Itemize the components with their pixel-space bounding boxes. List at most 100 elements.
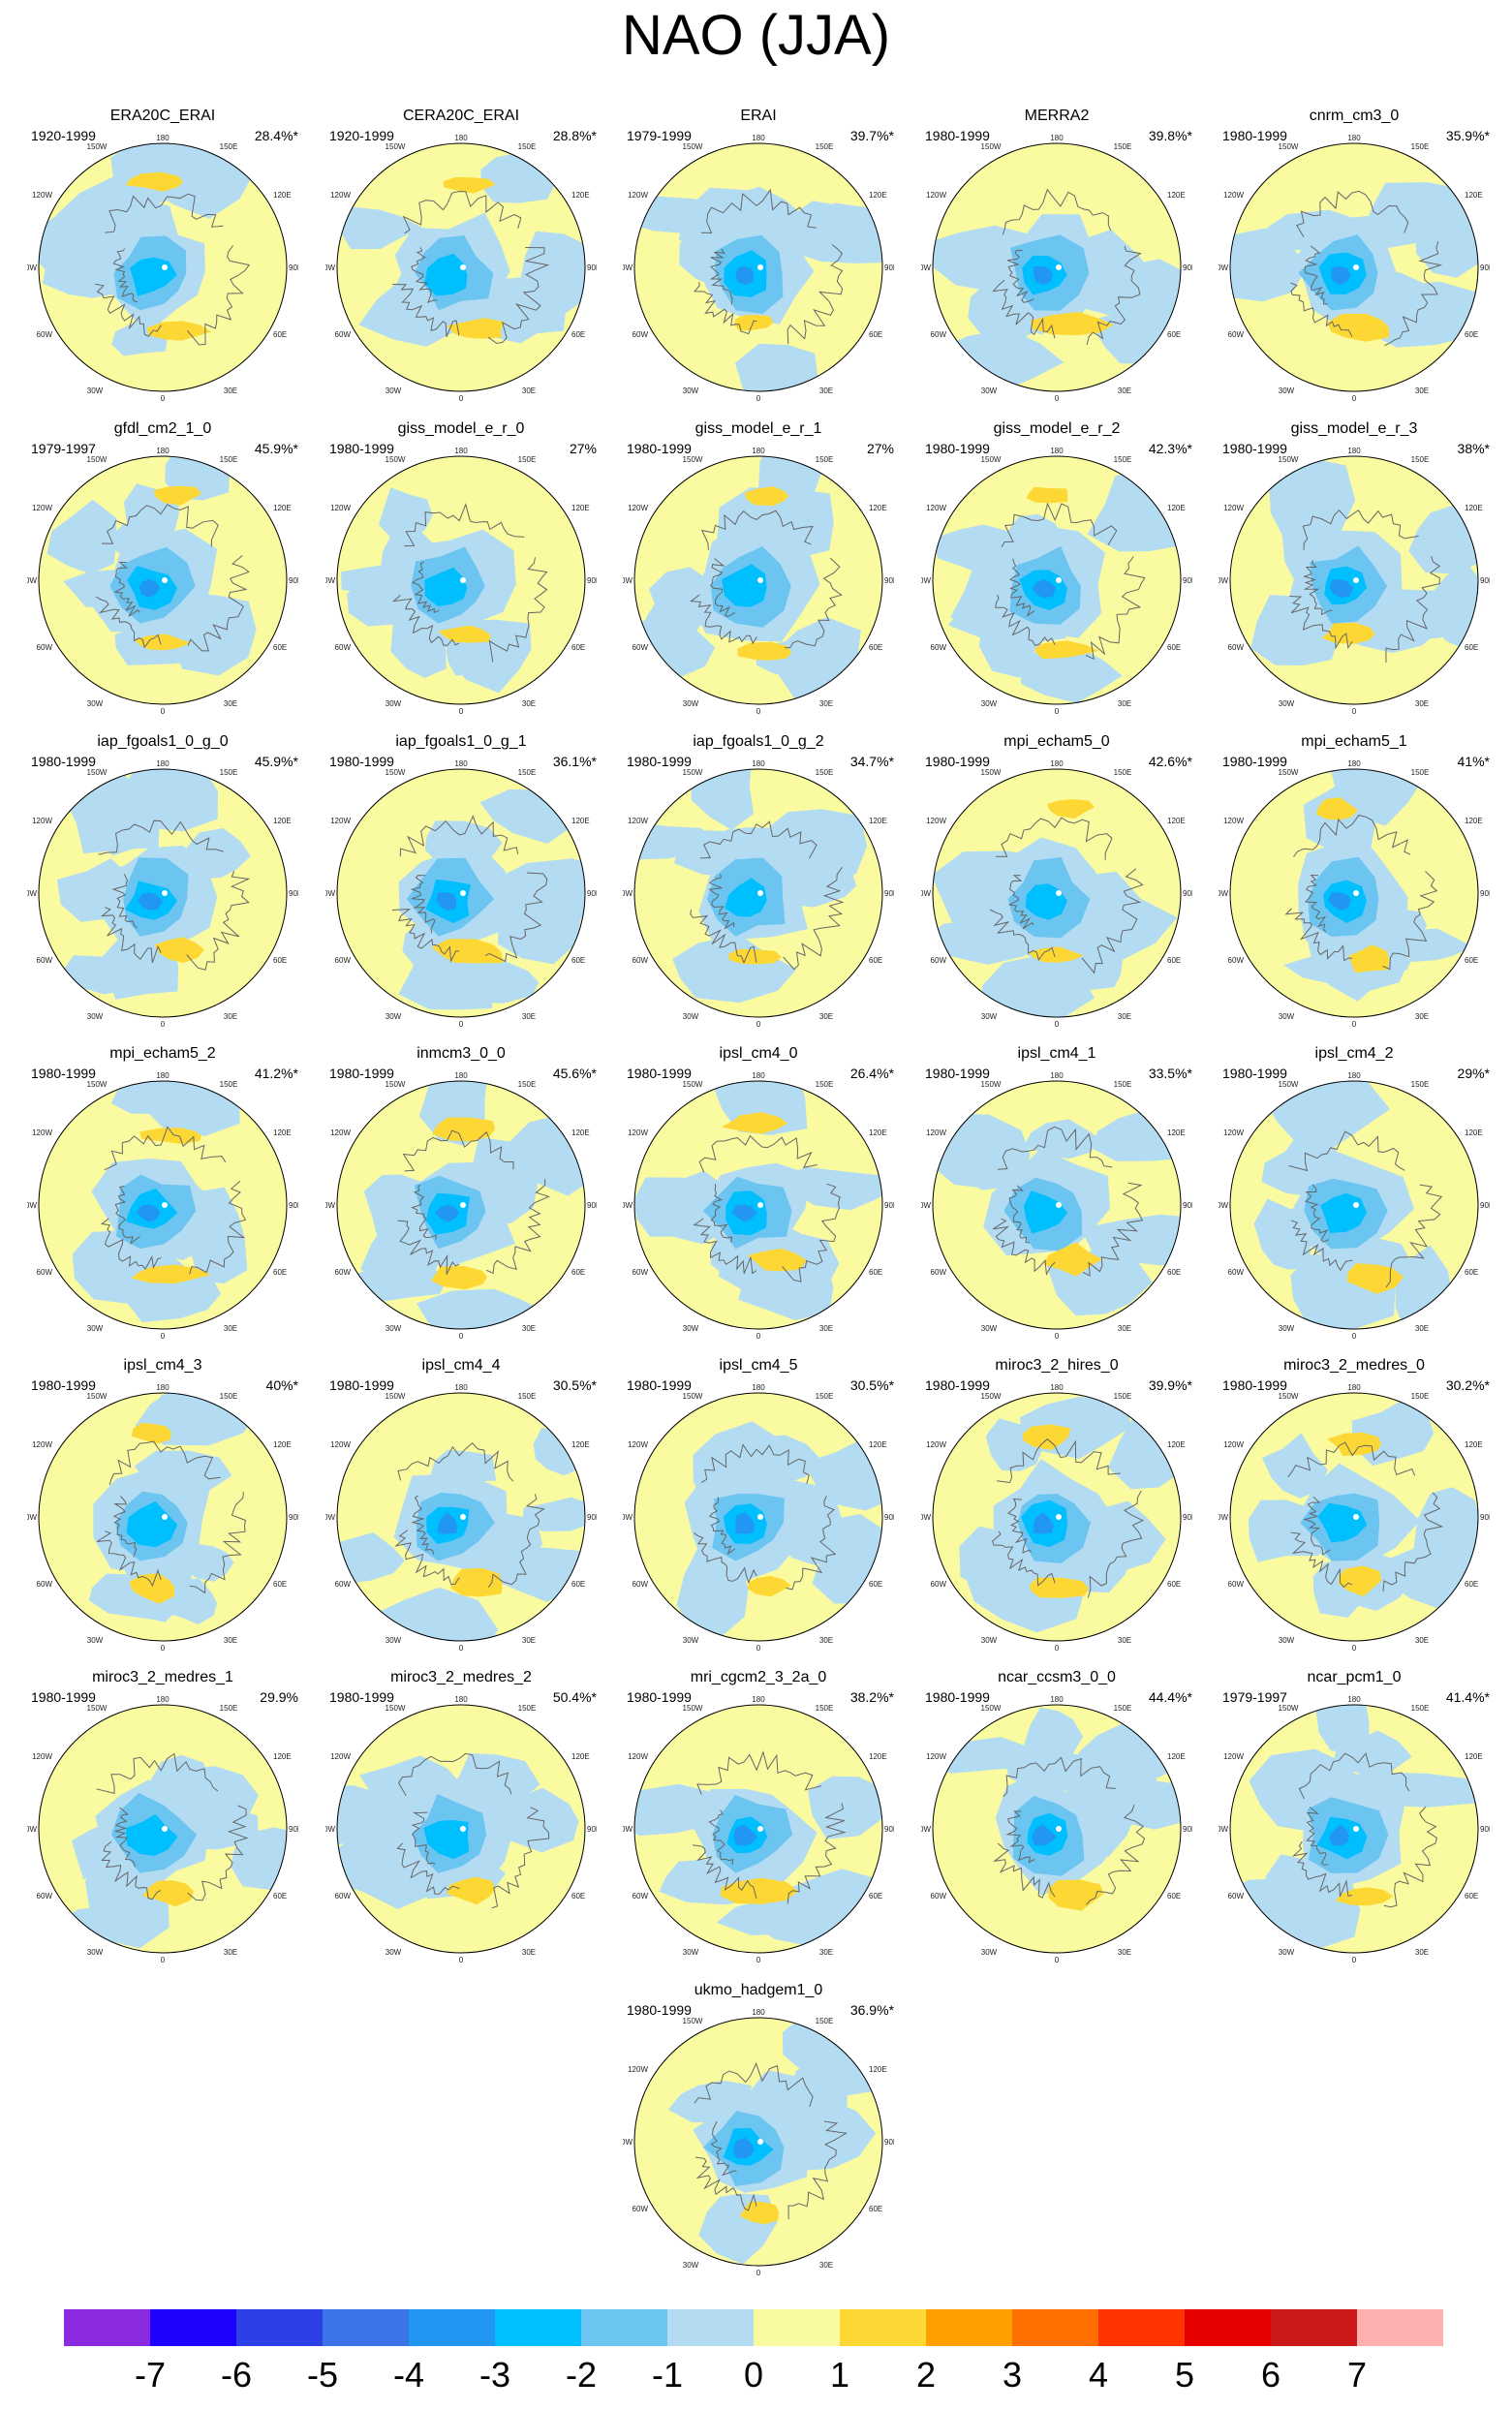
panel-title: mpi_echam5_1 xyxy=(1301,733,1407,750)
map-tick-label: 90W xyxy=(1219,263,1228,272)
map-tick-label: 180 xyxy=(752,1695,765,1704)
panel-period: 1980-1999 xyxy=(1222,128,1287,143)
map-tick-label: 0 xyxy=(459,394,464,403)
map-tick-label: 0 xyxy=(161,1644,166,1653)
panel-period: 1979-1999 xyxy=(627,128,692,143)
map-tick-label: 150E xyxy=(1411,1704,1430,1713)
map-tick-label: 150E xyxy=(220,1392,238,1401)
polar-map: 180 0 150W 150E 120W 120E 90W 90E 60W 60E 30W 30E xyxy=(1219,1695,1490,1964)
panel-period: 1980-1999 xyxy=(925,1377,990,1393)
map-tick-label: 60W xyxy=(37,1580,53,1589)
map-tick-label: 90E xyxy=(884,1825,894,1834)
map-panel: 180 0 150W 150E 120W 120E 90W 90E 60W 60E 30W 30E ip… xyxy=(325,1356,597,1666)
map-tick-label: 30E xyxy=(224,699,237,708)
map-tick-label: 150E xyxy=(1114,1080,1132,1089)
colorbar-swatch xyxy=(1357,2309,1443,2346)
map-tick-label: 30W xyxy=(683,386,699,395)
map-panel: 180 0 150W 150E 120W 120E 90W 90E 60W 60E 30W 30E CE… xyxy=(325,107,597,417)
map-tick-label: 30E xyxy=(1118,1324,1131,1333)
map-tick-label: 30E xyxy=(224,386,237,395)
map-tick-label: 180 xyxy=(1050,759,1064,768)
map-tick-label: 60W xyxy=(633,330,649,339)
panel-explained-variance: 39.8%* xyxy=(1148,128,1192,143)
panel-explained-variance: 29%* xyxy=(1457,1066,1490,1081)
map-tick-label: 120E xyxy=(1465,1440,1483,1449)
map-tick-label: 120E xyxy=(1167,1752,1186,1761)
map-tick-label: 30W xyxy=(683,1948,699,1957)
panel-title: ipsl_cm4_5 xyxy=(719,1357,798,1374)
panel-explained-variance: 28.8%* xyxy=(552,128,597,143)
map-tick-label: 150W xyxy=(386,455,406,464)
map-tick-label: 90W xyxy=(27,263,37,272)
map-tick-label: 120E xyxy=(1167,1128,1186,1137)
map-tick-label: 60W xyxy=(37,330,53,339)
colorbar-tick-label: -5 xyxy=(306,2355,338,2395)
colorbar-tick-label: -6 xyxy=(220,2355,252,2395)
map-tick-label: 60W xyxy=(335,1268,352,1277)
map-tick-label: 30E xyxy=(819,1636,833,1645)
panel-title: ipsl_cm4_1 xyxy=(1017,1045,1096,1062)
panel-title: ipsl_cm4_0 xyxy=(719,1045,798,1062)
map-tick-label: 90W xyxy=(921,889,931,898)
map-tick-label: 30E xyxy=(1118,1636,1131,1645)
map-tick-label: 120W xyxy=(32,191,52,200)
map-tick-label: 0 xyxy=(756,1020,761,1029)
map-tick-label: 30E xyxy=(819,1324,833,1333)
map-tick-label: 30W xyxy=(1279,699,1295,708)
colorbar-tick-label: 0 xyxy=(743,2355,764,2395)
map-tick-label: 60W xyxy=(931,1892,947,1901)
panel-explained-variance: 45.6%* xyxy=(552,1066,597,1081)
map-tick-label: 60W xyxy=(633,956,649,965)
map-tick-label: 60E xyxy=(869,643,882,652)
map-tick-label: 60W xyxy=(37,1268,53,1277)
panel-explained-variance: 27% xyxy=(866,441,894,456)
map-tick-label: 150E xyxy=(1114,1704,1132,1713)
map-tick-label: 60E xyxy=(273,1580,287,1589)
polar-map: 180 0 150W 150E 120W 120E 90W 90E 60W 60E 30W 30E xyxy=(623,1071,894,1341)
map-tick-label: 30W xyxy=(87,386,104,395)
polar-map: 180 0 150W 150E 120W 120E 90W 90E 60W 60E 30W 30E xyxy=(921,134,1192,403)
map-tick-label: 60E xyxy=(571,1268,585,1277)
map-tick-label: 60E xyxy=(1465,643,1478,652)
map-tick-label: 90E xyxy=(587,889,597,898)
map-tick-label: 90W xyxy=(27,1513,37,1522)
map-tick-label: 0 xyxy=(756,707,761,716)
map-tick-label: 150E xyxy=(816,1080,834,1089)
map-tick-label: 150E xyxy=(518,142,537,151)
map-tick-label: 180 xyxy=(454,447,468,455)
map-tick-label: 120W xyxy=(32,1752,52,1761)
map-tick-label: 120W xyxy=(1223,504,1244,512)
map-tick-label: 30W xyxy=(386,1324,402,1333)
map-tick-label: 90W xyxy=(921,576,931,585)
polar-map: 180 0 150W 150E 120W 120E 90W 90E 60W 60E 30W 30E xyxy=(1219,1071,1490,1341)
map-tick-label: 60E xyxy=(1465,1892,1478,1901)
colorbar-swatch xyxy=(926,2309,1013,2346)
map-panel: 180 0 150W 150E 120W 120E 90W 90E 60W 60E 30W 30E ip… xyxy=(623,1356,894,1666)
colorbar-tick-label: 6 xyxy=(1260,2355,1281,2395)
panel-period: 1980-1999 xyxy=(31,1689,96,1705)
map-tick-label: 30E xyxy=(1118,699,1131,708)
map-tick-label: 150W xyxy=(1279,1392,1299,1401)
map-tick-label: 150W xyxy=(386,768,406,777)
map-tick-label: 90E xyxy=(1480,889,1490,898)
map-tick-label: 150W xyxy=(87,768,108,777)
map-panel: 180 0 150W 150E 120W 120E 90W 90E 60W 60E 30W 30E ia… xyxy=(27,732,298,1042)
map-tick-label: 180 xyxy=(156,447,170,455)
map-tick-label: 120E xyxy=(1465,817,1483,825)
map-tick-label: 90W xyxy=(27,1825,37,1834)
map-tick-label: 180 xyxy=(1347,759,1361,768)
map-tick-label: 0 xyxy=(459,1956,464,1964)
map-tick-label: 150E xyxy=(518,1704,537,1713)
map-tick-label: 0 xyxy=(459,1644,464,1653)
panel-title: gfdl_cm2_1_0 xyxy=(113,420,212,437)
map-tick-label: 30W xyxy=(981,386,998,395)
map-tick-label: 60W xyxy=(633,1580,649,1589)
map-tick-label: 60W xyxy=(633,1268,649,1277)
map-tick-label: 120E xyxy=(1167,191,1186,200)
panel-explained-variance: 30.2%* xyxy=(1445,1377,1490,1393)
map-tick-label: 120W xyxy=(330,1440,351,1449)
panel-title: miroc3_2_hires_0 xyxy=(995,1357,1119,1374)
map-tick-label: 180 xyxy=(156,1383,170,1392)
panel-period: 1980-1999 xyxy=(627,1689,692,1705)
colorbar-tick-label: 4 xyxy=(1088,2355,1109,2395)
